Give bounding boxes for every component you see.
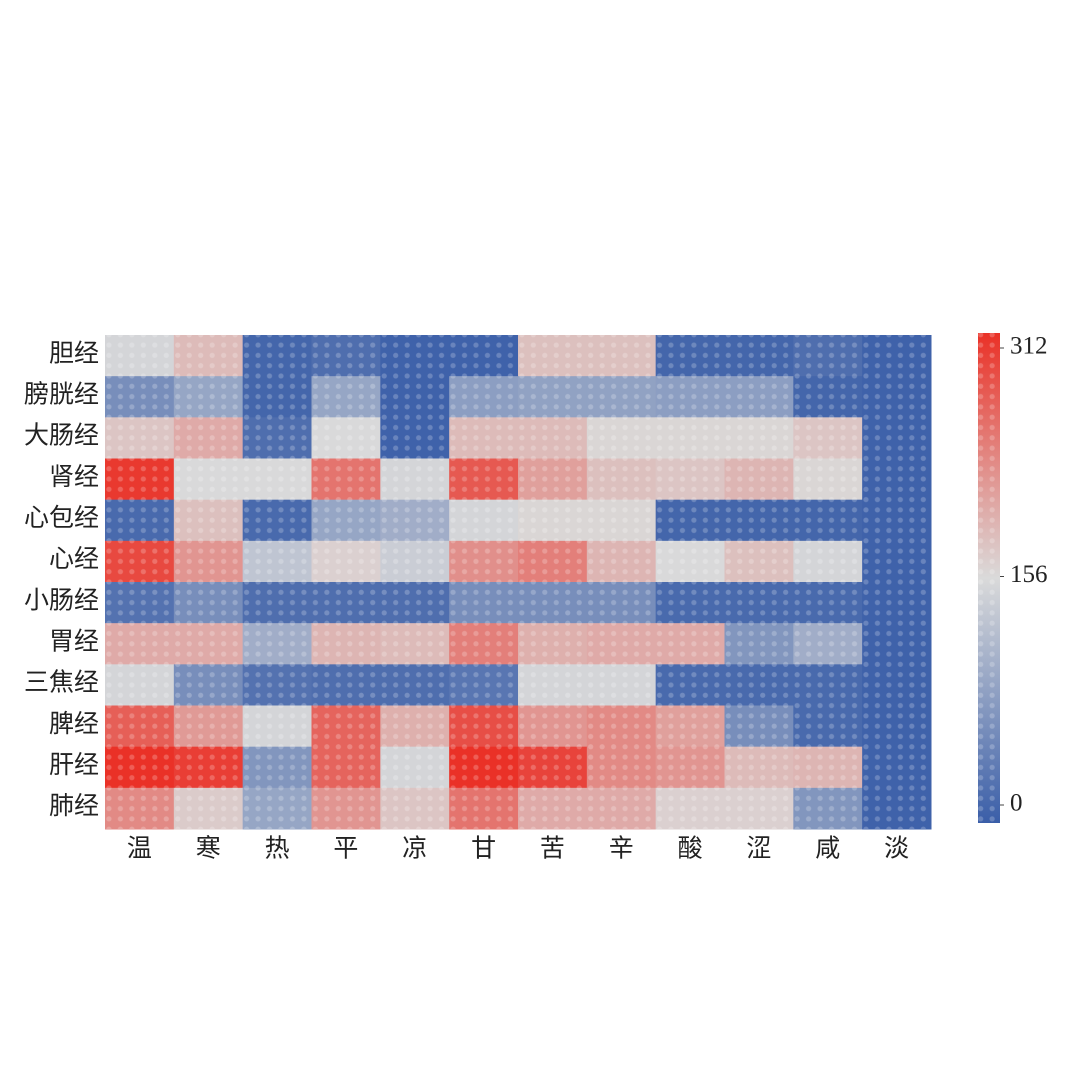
colorbar-tick-label: 156 xyxy=(1010,561,1048,588)
y-tick-label: 大肠经 xyxy=(24,422,99,450)
y-tick-label: 肾经 xyxy=(49,463,99,491)
x-tick-label: 苦 xyxy=(540,835,565,863)
x-tick-label: 甘 xyxy=(471,835,496,863)
x-tick-label: 凉 xyxy=(402,835,427,863)
y-tick-label: 膀胱经 xyxy=(24,380,99,408)
y-tick-label: 胃经 xyxy=(49,627,99,655)
x-tick-label: 辛 xyxy=(609,835,634,863)
dot-texture xyxy=(105,335,931,829)
x-tick-label: 酸 xyxy=(678,835,703,863)
x-tick-label: 寒 xyxy=(196,835,221,863)
y-tick-label: 脾经 xyxy=(49,710,99,738)
x-tick-label: 热 xyxy=(265,835,290,863)
x-tick-label: 淡 xyxy=(884,836,909,863)
x-tick-label: 咸 xyxy=(815,835,840,863)
x-tick-label: 温 xyxy=(127,836,152,863)
y-tick-label: 小肠经 xyxy=(24,586,99,614)
colorbar-tick-label: 0 xyxy=(1010,790,1023,817)
x-tick-label: 平 xyxy=(333,836,358,863)
y-tick-label: 肝经 xyxy=(49,751,99,779)
y-tick-label: 心经 xyxy=(49,545,99,573)
colorbar-texture xyxy=(978,333,1000,823)
y-tick-label: 三焦经 xyxy=(24,669,99,697)
y-tick-label: 胆经 xyxy=(49,339,99,367)
x-tick-label: 涩 xyxy=(746,835,771,863)
y-tick-label: 心包经 xyxy=(24,504,99,532)
y-tick-label: 肺经 xyxy=(49,792,99,820)
colorbar-tick-label: 312 xyxy=(1010,333,1048,360)
